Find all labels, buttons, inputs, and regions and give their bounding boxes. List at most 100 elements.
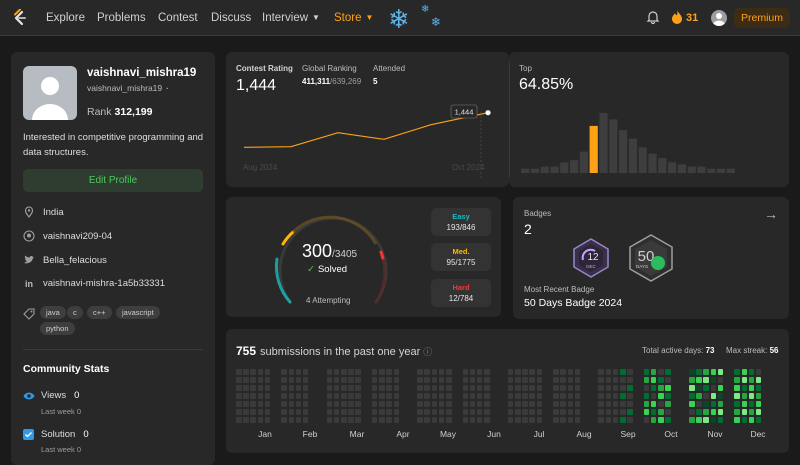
heatmap-cell[interactable] — [598, 377, 604, 383]
heatmap-cell[interactable] — [355, 369, 361, 375]
heatmap-cell[interactable] — [257, 401, 264, 407]
heatmap-cell[interactable] — [507, 401, 514, 407]
heatmap-cell[interactable] — [741, 401, 747, 407]
heatmap-cell[interactable] — [574, 393, 581, 399]
distribution-bar[interactable] — [677, 164, 686, 173]
heatmap-cell[interactable] — [431, 393, 438, 399]
heatmap-cell[interactable] — [665, 401, 671, 407]
heatmap-cell[interactable] — [379, 393, 385, 399]
heatmap-cell[interactable] — [431, 409, 438, 415]
heatmap-cell[interactable] — [574, 417, 581, 423]
heatmap-cell[interactable] — [574, 369, 581, 375]
heatmap-cell[interactable] — [379, 417, 385, 423]
heatmap-cell[interactable] — [598, 369, 604, 375]
heatmap-cell[interactable] — [257, 385, 264, 391]
heatmap-cell[interactable] — [431, 369, 438, 375]
heatmap-cell[interactable] — [627, 401, 633, 407]
heatmap-cell[interactable] — [710, 417, 717, 423]
heatmap-cell[interactable] — [755, 393, 762, 399]
heatmap-cell[interactable] — [515, 393, 521, 399]
heatmap-cell[interactable] — [598, 401, 604, 407]
heatmap-cell[interactable] — [536, 369, 543, 375]
heatmap-cell[interactable] — [250, 401, 256, 407]
nav-interview[interactable]: Interview ▼ — [262, 12, 320, 24]
heatmap-cell[interactable] — [326, 377, 333, 383]
heatmap-cell[interactable] — [295, 377, 302, 383]
heatmap-cell[interactable] — [605, 377, 612, 383]
heatmap-cell[interactable] — [748, 369, 755, 375]
heatmap-cell[interactable] — [236, 377, 242, 383]
heatmap-cell[interactable] — [650, 417, 657, 423]
heatmap-cell[interactable] — [658, 417, 664, 423]
heatmap-cell[interactable] — [302, 401, 309, 407]
heatmap-cell[interactable] — [302, 393, 309, 399]
heatmap-cell[interactable] — [386, 393, 392, 399]
heatmap-cell[interactable] — [355, 393, 361, 399]
heatmap-cell[interactable] — [288, 385, 294, 391]
nav-explore[interactable]: Explore — [46, 12, 85, 24]
heatmap-cell[interactable] — [620, 377, 626, 383]
heatmap-cell[interactable] — [250, 385, 256, 391]
heatmap-cell[interactable] — [627, 385, 633, 391]
heatmap-cell[interactable] — [295, 417, 302, 423]
heatmap-cell[interactable] — [567, 409, 573, 415]
heatmap-cell[interactable] — [643, 393, 650, 399]
heatmap-cell[interactable] — [348, 409, 354, 415]
dec-badge-icon[interactable]: 12 DEC — [571, 238, 611, 278]
heatmap-cell[interactable] — [288, 377, 294, 383]
heatmap-cell[interactable] — [476, 417, 483, 423]
distribution-bar[interactable] — [668, 162, 677, 173]
heatmap-cell[interactable] — [295, 369, 302, 375]
heatmap-cell[interactable] — [710, 369, 717, 375]
heatmap-cell[interactable] — [348, 393, 354, 399]
heatmap-cell[interactable] — [438, 409, 445, 415]
heatmap-cell[interactable] — [553, 401, 559, 407]
heatmap-cell[interactable] — [553, 417, 559, 423]
heatmap-cell[interactable] — [469, 377, 476, 383]
heatmap-cell[interactable] — [333, 385, 340, 391]
heatmap-cell[interactable] — [710, 377, 717, 383]
heatmap-cell[interactable] — [612, 377, 619, 383]
heatmap-cell[interactable] — [574, 377, 581, 383]
heatmap-cell[interactable] — [689, 377, 695, 383]
heatmap-cell[interactable] — [560, 377, 566, 383]
heatmap-cell[interactable] — [371, 385, 378, 391]
heatmap-cell[interactable] — [620, 385, 626, 391]
heatmap-cell[interactable] — [536, 385, 543, 391]
heatmap-cell[interactable] — [710, 409, 717, 415]
nav-contest[interactable]: Contest — [158, 12, 198, 24]
heatmap-cell[interactable] — [236, 393, 242, 399]
heatmap-cell[interactable] — [476, 377, 483, 383]
heatmap-cell[interactable] — [748, 385, 755, 391]
heatmap-cell[interactable] — [476, 385, 483, 391]
heatmap-cell[interactable] — [567, 369, 573, 375]
distribution-bar[interactable] — [521, 168, 530, 173]
linkedin-row[interactable]: in vaishnavi-mishra-1a5b33331 — [23, 278, 165, 289]
heatmap-cell[interactable] — [469, 393, 476, 399]
heatmap-cell[interactable] — [567, 377, 573, 383]
heatmap-cell[interactable] — [476, 409, 483, 415]
heatmap-cell[interactable] — [689, 393, 695, 399]
heatmap-cell[interactable] — [236, 417, 242, 423]
heatmap-cell[interactable] — [620, 409, 626, 415]
heatmap-cell[interactable] — [567, 393, 573, 399]
heatmap-cell[interactable] — [536, 409, 543, 415]
heatmap-cell[interactable] — [484, 417, 490, 423]
heatmap-cell[interactable] — [333, 393, 340, 399]
heatmap-cell[interactable] — [424, 401, 430, 407]
heatmap-cell[interactable] — [560, 409, 566, 415]
heatmap-cell[interactable] — [703, 417, 709, 423]
heatmap-cell[interactable] — [748, 401, 755, 407]
heatmap-cell[interactable] — [371, 369, 378, 375]
heatmap-cell[interactable] — [446, 409, 452, 415]
heatmap-cell[interactable] — [302, 377, 309, 383]
heatmap-cell[interactable] — [326, 409, 333, 415]
heatmap-cell[interactable] — [529, 377, 535, 383]
heatmap-cell[interactable] — [295, 409, 302, 415]
heatmap-cell[interactable] — [295, 385, 302, 391]
heatmap-cell[interactable] — [515, 417, 521, 423]
heatmap-cell[interactable] — [522, 417, 528, 423]
heatmap-cell[interactable] — [417, 417, 423, 423]
heatmap-cell[interactable] — [755, 417, 762, 423]
heatmap-cell[interactable] — [696, 417, 702, 423]
